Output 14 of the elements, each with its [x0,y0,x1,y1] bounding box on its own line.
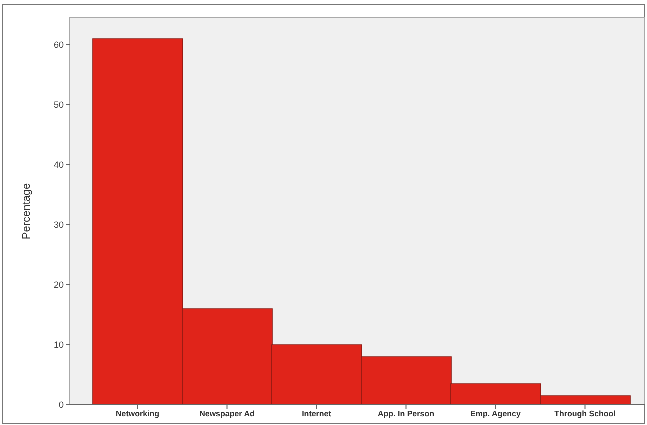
y-tick-label: 0 [58,400,64,410]
y-tick-label: 10 [54,340,64,350]
x-tick-label: Emp. Agency [470,410,522,419]
x-tick-label: Through School [554,410,616,419]
y-tick-label: 40 [54,160,64,170]
x-tick-label: Newspaper Ad [200,410,255,419]
y-tick-label: 50 [54,100,64,110]
y-tick-label: 60 [54,40,64,50]
x-tick-label: Networking [116,410,160,419]
x-tick-label: App. In Person [378,410,435,419]
y-tick-label: 20 [54,280,64,290]
x-tick-label: Internet [302,410,332,419]
y-tick-label: 30 [54,220,64,230]
y-axis-title: Percentage [20,183,33,240]
